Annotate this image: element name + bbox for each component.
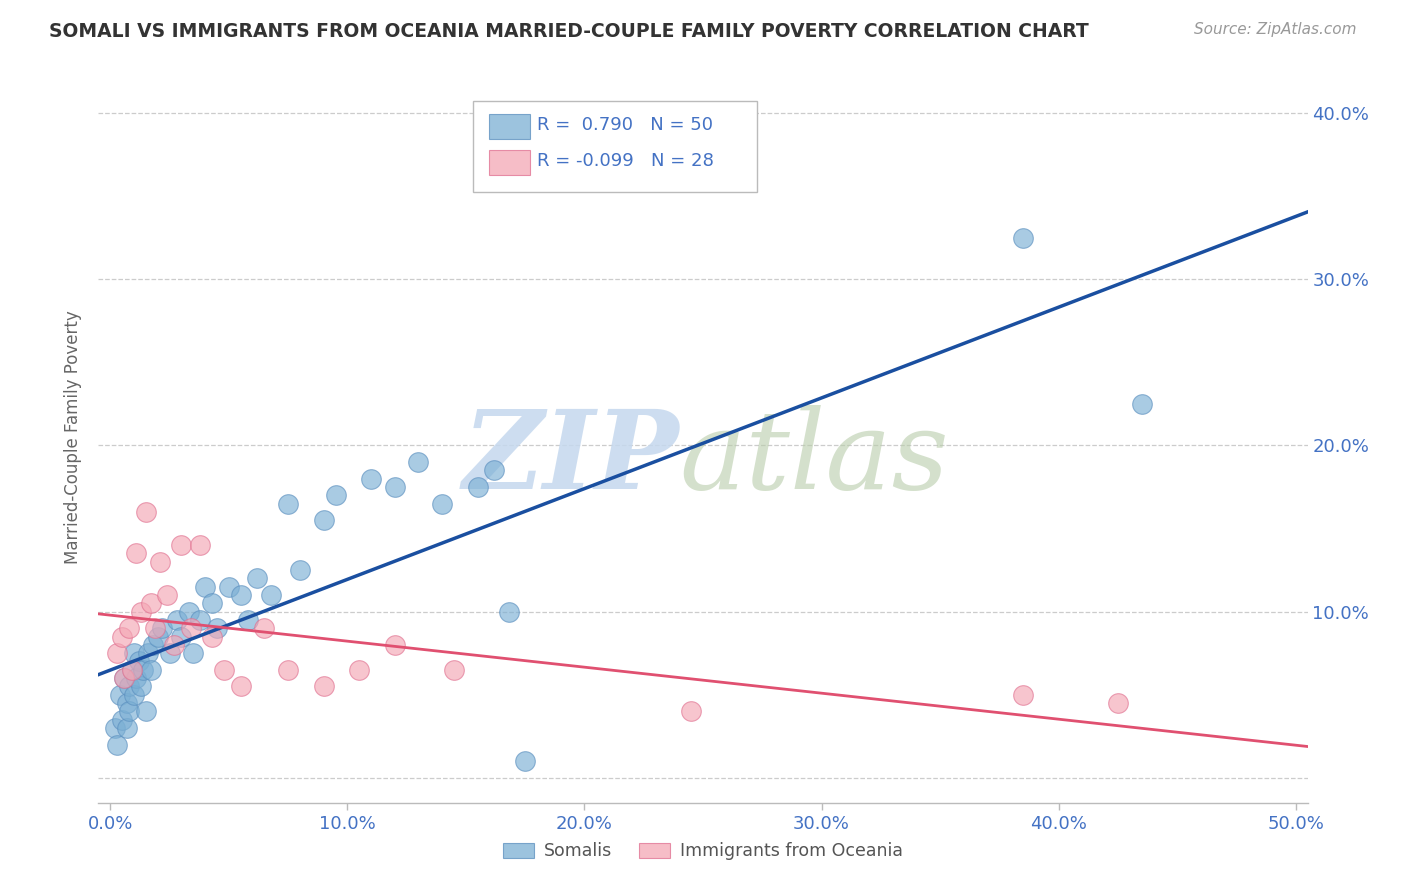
Point xyxy=(484,463,506,477)
Point xyxy=(105,646,128,660)
Legend: Somalis, Immigrants from Oceania: Somalis, Immigrants from Oceania xyxy=(496,836,910,867)
Point xyxy=(143,621,166,635)
Point xyxy=(181,646,204,660)
Point xyxy=(253,621,276,635)
Point xyxy=(277,663,299,677)
Point xyxy=(218,580,240,594)
Point xyxy=(515,754,537,768)
Point xyxy=(384,638,406,652)
Point xyxy=(149,555,172,569)
FancyBboxPatch shape xyxy=(474,101,758,192)
Point xyxy=(312,680,335,694)
Point xyxy=(347,663,370,677)
Point xyxy=(1012,230,1035,244)
Point xyxy=(118,621,141,635)
Point xyxy=(170,538,193,552)
Point xyxy=(277,497,299,511)
Point xyxy=(1107,696,1129,710)
Point xyxy=(190,613,212,627)
Point xyxy=(139,663,162,677)
Text: atlas: atlas xyxy=(679,405,949,513)
Point xyxy=(201,630,224,644)
Point xyxy=(121,663,143,677)
Point xyxy=(114,671,136,685)
Point xyxy=(246,571,269,585)
Point xyxy=(128,655,150,669)
Point xyxy=(205,621,228,635)
Point xyxy=(190,538,212,552)
Text: R = -0.099   N = 28: R = -0.099 N = 28 xyxy=(537,153,714,170)
Text: Source: ZipAtlas.com: Source: ZipAtlas.com xyxy=(1194,22,1357,37)
Point xyxy=(312,513,335,527)
Point xyxy=(115,696,138,710)
Point xyxy=(443,663,465,677)
FancyBboxPatch shape xyxy=(489,114,530,138)
Point xyxy=(163,638,186,652)
Point xyxy=(135,505,157,519)
Point xyxy=(201,596,224,610)
Point xyxy=(180,621,202,635)
Point xyxy=(229,588,252,602)
Point xyxy=(498,605,520,619)
Point xyxy=(156,588,179,602)
Point xyxy=(132,663,155,677)
Point xyxy=(136,646,159,660)
Point xyxy=(384,480,406,494)
Point xyxy=(135,705,157,719)
FancyBboxPatch shape xyxy=(489,151,530,175)
Point xyxy=(229,680,252,694)
Text: SOMALI VS IMMIGRANTS FROM OCEANIA MARRIED-COUPLE FAMILY POVERTY CORRELATION CHAR: SOMALI VS IMMIGRANTS FROM OCEANIA MARRIE… xyxy=(49,22,1090,41)
Point xyxy=(194,580,217,594)
Point xyxy=(111,630,134,644)
Point xyxy=(467,480,489,494)
Point xyxy=(170,630,193,644)
Point xyxy=(159,646,181,660)
Point xyxy=(288,563,311,577)
Point xyxy=(129,605,152,619)
Point xyxy=(108,688,131,702)
Y-axis label: Married-Couple Family Poverty: Married-Couple Family Poverty xyxy=(65,310,83,564)
Point xyxy=(236,613,259,627)
Point xyxy=(125,671,148,685)
Point xyxy=(111,713,134,727)
Point xyxy=(104,721,127,735)
Point xyxy=(129,680,152,694)
Point xyxy=(121,663,143,677)
Point xyxy=(125,546,148,560)
Point xyxy=(1130,397,1153,411)
Point xyxy=(1012,688,1035,702)
Point xyxy=(118,680,141,694)
Point xyxy=(115,721,138,735)
Point xyxy=(142,638,165,652)
Point xyxy=(118,705,141,719)
Point xyxy=(139,596,162,610)
Text: ZIP: ZIP xyxy=(463,405,679,513)
Point xyxy=(325,488,347,502)
Point xyxy=(177,605,200,619)
Point xyxy=(122,646,145,660)
Point xyxy=(146,630,169,644)
Point xyxy=(408,455,430,469)
Point xyxy=(152,621,174,635)
Point xyxy=(166,613,188,627)
Point xyxy=(114,671,136,685)
Point xyxy=(260,588,283,602)
Point xyxy=(360,472,382,486)
Point xyxy=(212,663,235,677)
Point xyxy=(432,497,454,511)
Point xyxy=(105,738,128,752)
Point xyxy=(122,688,145,702)
Text: R =  0.790   N = 50: R = 0.790 N = 50 xyxy=(537,116,713,134)
Point xyxy=(681,705,703,719)
